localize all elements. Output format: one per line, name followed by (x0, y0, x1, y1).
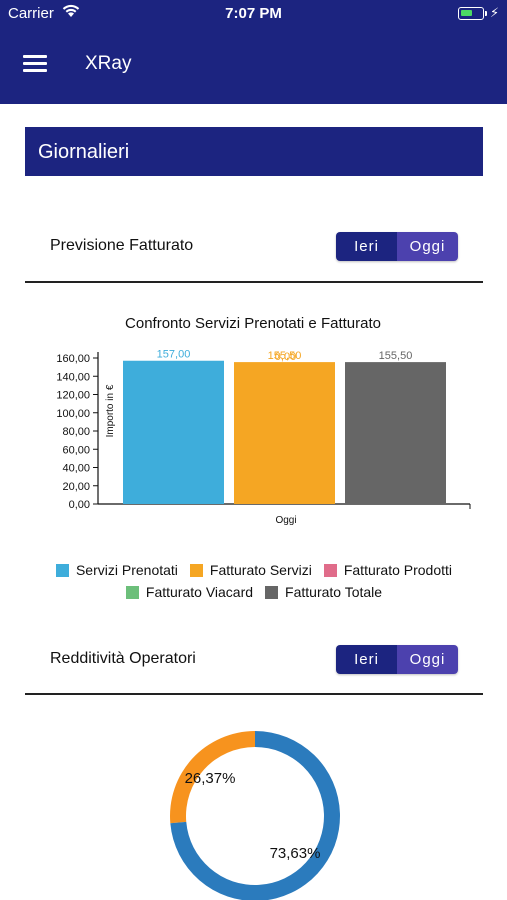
wifi-icon (62, 4, 80, 17)
chart-title: Confronto Servizi Prenotati e Fatturato (125, 315, 381, 332)
legend-swatch (265, 585, 279, 599)
legend-label: Fatturato Totale (285, 584, 383, 600)
previsione-toggle-oggi[interactable]: Oggi (397, 232, 458, 261)
app-title: XRay (85, 53, 132, 74)
donut-chart: 26,37% 73,63% (169, 731, 340, 900)
donut-slice-label: 26,37% (185, 770, 236, 787)
charging-bolt-icon: ⚡ (490, 5, 500, 20)
nav-bar: XRay (0, 26, 507, 104)
y-tick-label: 100,00 (56, 408, 90, 420)
bar-value-label: 157,00 (157, 349, 191, 361)
legend-swatch (189, 563, 203, 577)
y-tick-label: 20,00 (62, 481, 90, 493)
bar-overlap-value-label: 0,00 (275, 351, 296, 363)
legend-item[interactable]: Servizi Prenotati (55, 562, 178, 578)
bar-value-label: 155,50 (379, 350, 413, 362)
y-tick-label: 80,00 (62, 426, 90, 438)
bar-fatturato-servizi (234, 362, 335, 504)
legend-swatch (125, 585, 139, 599)
x-axis-label: Oggi (275, 515, 296, 526)
bar-servizi-prenotati (123, 360, 224, 504)
redditivita-toggle-oggi[interactable]: Oggi (397, 645, 458, 674)
carrier-label: Carrier (8, 5, 54, 22)
y-tick-label: 60,00 (62, 444, 90, 456)
legend-item[interactable]: Fatturato Viacard (125, 584, 254, 600)
legend-label: Fatturato Servizi (209, 562, 312, 578)
previsione-fatturato-label: Previsione Fatturato (50, 237, 194, 254)
legend-label: Fatturato Prodotti (343, 562, 453, 578)
status-bar: Carrier 7:07 PM ⚡ (0, 0, 507, 26)
y-tick-label: 0,00 (69, 499, 90, 511)
y-axis-label: Importo in € (105, 384, 116, 437)
legend-label: Servizi Prenotati (75, 562, 178, 578)
bar-chart: Confronto Servizi Prenotati e Fatturato … (56, 315, 471, 526)
section-divider (25, 281, 483, 283)
redditivita-toggle[interactable]: Ieri Oggi (336, 645, 458, 674)
previsione-toggle[interactable]: Ieri Oggi (336, 232, 458, 261)
legend-label: Fatturato Viacard (145, 584, 254, 600)
legend-item[interactable]: Fatturato Servizi (189, 562, 312, 578)
legend-item[interactable]: Fatturato Prodotti (323, 562, 453, 578)
redditivita-operatori-label: Redditività Operatori (50, 650, 196, 667)
previsione-toggle-ieri[interactable]: Ieri (336, 232, 397, 261)
donut-slice (169, 731, 255, 824)
section-header: Giornalieri (25, 127, 483, 176)
donut-slice-label: 73,63% (270, 845, 321, 862)
legend-swatch (323, 563, 337, 577)
y-tick-label: 140,00 (56, 371, 90, 383)
redditivita-toggle-ieri[interactable]: Ieri (336, 645, 397, 674)
bar-fatturato-totale (345, 362, 446, 504)
y-tick-label: 40,00 (62, 463, 90, 475)
chart-legend: Servizi Prenotati Fatturato Servizi Fattur… (25, 559, 483, 603)
y-tick-label: 160,00 (56, 353, 90, 365)
legend-swatch (55, 563, 69, 577)
legend-item[interactable]: Fatturato Totale (265, 584, 382, 600)
y-tick-label: 120,00 (56, 390, 90, 402)
section-divider-2 (25, 693, 483, 695)
bar-value-label: 155,50 (268, 350, 302, 362)
hamburger-menu-icon[interactable] (23, 55, 47, 73)
battery-icon (458, 7, 487, 20)
status-time: 7:07 PM (225, 5, 282, 22)
